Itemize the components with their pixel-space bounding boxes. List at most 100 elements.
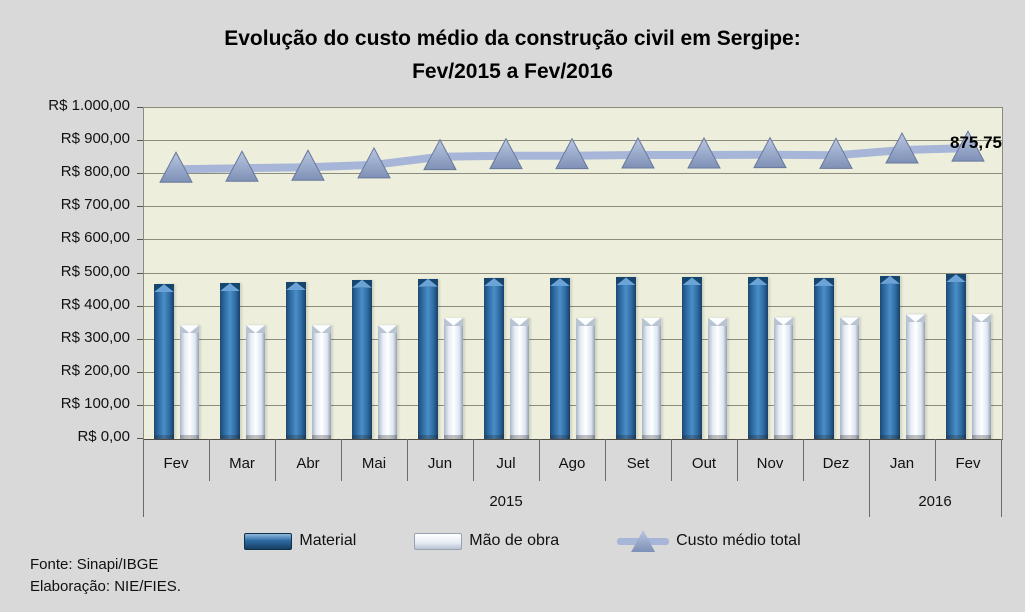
total-data-label: 875,75 bbox=[950, 133, 1002, 152]
material-bar bbox=[814, 278, 834, 439]
mao-de-obra-bar bbox=[180, 325, 199, 439]
triangle-marker-icon bbox=[291, 149, 325, 181]
gridline bbox=[144, 272, 1002, 274]
material-bar bbox=[880, 275, 900, 439]
y-axis-label: R$ 0,00 bbox=[77, 428, 130, 445]
gridline bbox=[144, 305, 1002, 307]
triangle-marker-icon bbox=[687, 136, 721, 169]
y-axis-label: R$ 500,00 bbox=[60, 262, 130, 280]
y-axis-tick bbox=[137, 239, 143, 241]
legend-item-custo-medio-total: Custo médio total bbox=[617, 529, 801, 553]
legend: Material Mão de obra Custo médio total bbox=[20, 529, 1025, 553]
triangle-marker-icon bbox=[423, 138, 457, 171]
mao-de-obra-bar bbox=[444, 317, 463, 439]
x-axis-month-label: Fev bbox=[163, 455, 189, 472]
y-axis-tick bbox=[137, 305, 143, 307]
x-axis-month-label: Abr bbox=[296, 455, 320, 472]
y-axis-tick bbox=[137, 206, 143, 208]
triangle-marker-icon bbox=[489, 137, 523, 170]
y-axis-label: R$ 700,00 bbox=[60, 196, 130, 214]
x-axis-tick bbox=[803, 439, 804, 481]
y-axis-label: R$ 400,00 bbox=[60, 295, 130, 313]
x-axis-month-label: Jul bbox=[496, 455, 516, 472]
chart-title: Evolução do custo médio da construção ci… bbox=[0, 22, 1025, 88]
y-axis-label: R$ 200,00 bbox=[60, 361, 130, 379]
x-axis-month-label: Mar bbox=[229, 455, 255, 472]
x-axis-year-label: 2015 bbox=[489, 493, 523, 510]
x-axis-month-label: Dez bbox=[822, 455, 850, 472]
x-axis-month-label: Fev bbox=[955, 455, 981, 472]
mao-de-obra-bar bbox=[246, 325, 265, 439]
chart-title-line2: Fev/2015 a Fev/2016 bbox=[412, 60, 613, 83]
y-axis-label: R$ 900,00 bbox=[60, 130, 130, 148]
chart-footer: Fonte: Sinapi/IBGE Elaboração: NIE/FIES. bbox=[30, 554, 181, 598]
x-axis-month-label: Ago bbox=[558, 455, 586, 472]
mao-de-obra-bar bbox=[906, 314, 925, 439]
y-axis-tick bbox=[137, 107, 143, 108]
footer-elaboration: Elaboração: NIE/FIES. bbox=[30, 578, 181, 595]
triangle-marker-icon bbox=[819, 137, 853, 169]
material-bar bbox=[484, 278, 504, 439]
y-axis-label: R$ 1.000,00 bbox=[48, 97, 130, 114]
y-axis-tick bbox=[137, 404, 143, 406]
material-bar bbox=[748, 277, 768, 439]
mao-de-obra-bar bbox=[972, 313, 991, 439]
total-line-swatch-icon bbox=[617, 529, 670, 553]
mao-de-obra-bar bbox=[312, 325, 331, 439]
material-swatch-icon bbox=[244, 532, 293, 550]
x-axis-tick bbox=[407, 439, 408, 481]
triangle-marker-icon bbox=[555, 137, 589, 170]
x-axis-tick bbox=[473, 439, 474, 481]
mao-de-obra-bar bbox=[774, 317, 793, 439]
material-bar bbox=[352, 279, 372, 439]
x-axis-month-label: Out bbox=[691, 455, 717, 472]
legend-item-mao-de-obra: Mão de obra bbox=[414, 532, 559, 550]
mao-de-obra-bar bbox=[378, 325, 397, 439]
material-bar bbox=[418, 278, 438, 439]
x-axis-month-label: Jun bbox=[427, 455, 453, 472]
x-axis-month-label: Nov bbox=[756, 455, 784, 472]
total-line-layer bbox=[159, 130, 985, 183]
x-axis-tick bbox=[341, 439, 342, 481]
triangle-marker-icon bbox=[159, 151, 193, 183]
year-separator bbox=[869, 439, 870, 517]
x-axis-month-label: Mai bbox=[361, 455, 387, 472]
mao-de-obra-bar bbox=[510, 317, 529, 439]
material-bar bbox=[616, 277, 636, 439]
gridline bbox=[144, 239, 1002, 241]
x-axis-month-label: Jan bbox=[889, 455, 915, 472]
mao-de-obra-bar bbox=[840, 317, 859, 439]
year-separator bbox=[1001, 439, 1002, 517]
gridline bbox=[144, 173, 1002, 175]
x-axis-tick bbox=[275, 439, 276, 481]
y-axis-tick bbox=[137, 140, 143, 142]
year-separator bbox=[143, 439, 144, 517]
x-axis-tick bbox=[605, 439, 606, 481]
triangle-marker-icon bbox=[225, 150, 259, 182]
mao-de-obra-bar bbox=[708, 317, 727, 439]
triangle-marker-icon bbox=[951, 130, 985, 162]
material-bar bbox=[286, 282, 306, 439]
legend-item-material: Material bbox=[244, 532, 356, 550]
y-axis-tick bbox=[137, 438, 143, 439]
triangle-marker-icon bbox=[357, 146, 391, 179]
mao-de-obra-bar bbox=[642, 317, 661, 439]
x-axis-tick bbox=[539, 439, 540, 481]
x-axis-year-label: 2016 bbox=[918, 493, 952, 510]
triangle-marker-icon bbox=[621, 136, 655, 169]
mao-de-obra-swatch-icon bbox=[414, 532, 463, 550]
x-axis-tick bbox=[671, 439, 672, 481]
y-axis-label: R$ 600,00 bbox=[60, 229, 130, 247]
triangle-marker-icon bbox=[753, 136, 787, 169]
gridline bbox=[144, 404, 1002, 406]
gridline bbox=[144, 338, 1002, 340]
gridline bbox=[144, 206, 1002, 208]
x-axis-tick bbox=[935, 439, 936, 481]
x-axis-month-label: Set bbox=[626, 455, 650, 472]
material-bar bbox=[220, 283, 240, 439]
x-axis-tick bbox=[737, 439, 738, 481]
x-axis-tick bbox=[209, 439, 210, 481]
y-axis-label: R$ 100,00 bbox=[60, 394, 130, 412]
material-bar bbox=[550, 278, 570, 439]
